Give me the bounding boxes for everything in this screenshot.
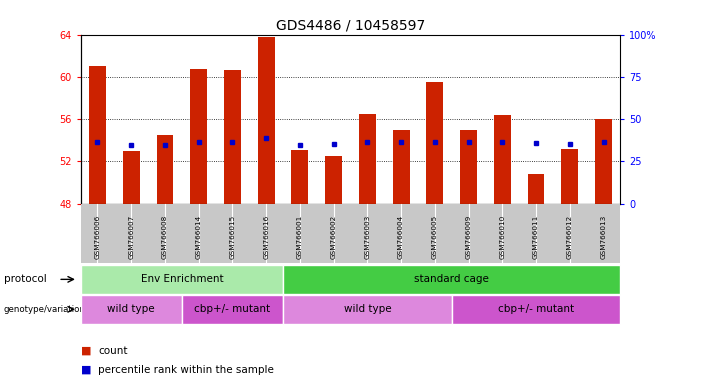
Text: GSM766003: GSM766003 [365,215,370,259]
Text: GSM766009: GSM766009 [465,215,472,259]
Bar [595,119,612,204]
Text: GSM766015: GSM766015 [229,215,236,259]
Text: GSM766002: GSM766002 [331,215,336,259]
Text: GSM766012: GSM766012 [567,215,573,259]
Bar [562,149,578,204]
Bar [190,70,207,204]
Text: count: count [98,346,128,356]
Bar [258,37,275,204]
Bar [89,66,106,204]
Text: wild type: wild type [343,304,391,314]
Bar [292,150,308,204]
Title: GDS4486 / 10458597: GDS4486 / 10458597 [276,18,425,32]
Text: GSM766007: GSM766007 [128,215,134,259]
Bar [325,156,342,204]
Text: wild type: wild type [107,304,155,314]
Text: Env Enrichment: Env Enrichment [140,274,223,285]
Text: cbp+/- mutant: cbp+/- mutant [194,304,271,314]
Bar [123,151,139,204]
Text: GSM766013: GSM766013 [601,215,606,259]
Text: GSM766006: GSM766006 [95,215,100,259]
Text: GSM766001: GSM766001 [297,215,303,259]
Text: GSM766004: GSM766004 [398,215,404,259]
Text: ■: ■ [81,365,91,375]
Text: GSM766005: GSM766005 [432,215,438,259]
Text: GSM766008: GSM766008 [162,215,168,259]
Text: GSM766010: GSM766010 [499,215,505,259]
Bar [156,135,173,204]
Bar [359,114,376,204]
Text: protocol: protocol [4,274,46,285]
Bar [224,71,241,204]
Text: percentile rank within the sample: percentile rank within the sample [98,365,274,375]
Bar [460,130,477,204]
Bar [494,115,511,204]
Text: standard cage: standard cage [414,274,489,285]
Text: GSM766016: GSM766016 [263,215,269,259]
Text: GSM766014: GSM766014 [196,215,202,259]
Text: ■: ■ [81,346,91,356]
Text: GSM766011: GSM766011 [533,215,539,259]
Bar [426,82,443,204]
Bar [393,130,409,204]
Text: genotype/variation: genotype/variation [4,305,86,314]
Bar [528,174,545,204]
Text: cbp+/- mutant: cbp+/- mutant [498,304,574,314]
